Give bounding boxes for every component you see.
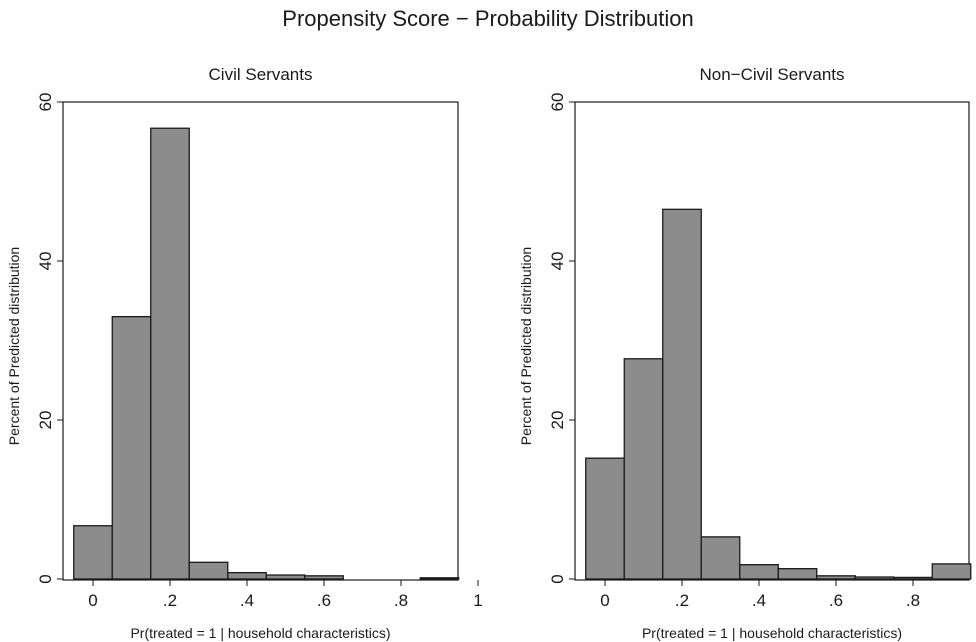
x-tick-label: .6 bbox=[317, 591, 331, 610]
x-tick-label: .2 bbox=[163, 591, 177, 610]
histogram-bar bbox=[188, 561, 229, 580]
y-tick-label: 0 bbox=[548, 574, 567, 583]
y-tick-label: 40 bbox=[548, 252, 567, 271]
y-tick-label: 60 bbox=[36, 93, 55, 112]
histogram-panel-civil-servants: Civil Servants 0 20 40 60 0 .2 .4 .6 .8 1 Pr(treate… bbox=[6, 65, 483, 641]
y-tick-label: 60 bbox=[548, 93, 567, 112]
y-tick-label: 20 bbox=[548, 411, 567, 430]
histogram-bar bbox=[777, 568, 818, 580]
plot-frame bbox=[574, 101, 970, 581]
histogram-panel-non-civil-servants: Non−Civil Servants02040600.2.4.6.81Pr(tr… bbox=[518, 65, 972, 641]
panel-title: Non−Civil Servants bbox=[699, 65, 844, 84]
y-axis-label: Percent of Predicted distribution bbox=[518, 247, 534, 445]
histogram-bar bbox=[150, 127, 190, 580]
x-tick-label: .4 bbox=[240, 591, 254, 610]
histogram-bar bbox=[265, 574, 306, 580]
x-tick-label: 1 bbox=[473, 591, 482, 610]
histogram-bar bbox=[893, 576, 933, 580]
histogram-bar bbox=[816, 575, 856, 580]
histogram-bar bbox=[623, 358, 664, 580]
y-tick-label: 40 bbox=[36, 252, 55, 271]
histogram-bar bbox=[854, 576, 895, 580]
x-tick-label: .6 bbox=[829, 591, 843, 610]
panel-title: Civil Servants bbox=[209, 65, 313, 84]
y-axis-label: Percent of Predicted distribution bbox=[6, 247, 22, 445]
x-tick-label: .4 bbox=[752, 591, 766, 610]
x-axis-label: Pr(treated = 1 | household characteristi… bbox=[130, 625, 390, 641]
histogram-bar bbox=[227, 571, 267, 580]
histogram-bar bbox=[931, 563, 972, 580]
histogram-bar bbox=[304, 575, 344, 580]
x-tick-label: .2 bbox=[675, 591, 689, 610]
histogram-bar bbox=[419, 577, 460, 580]
y-tick-label: 0 bbox=[36, 574, 55, 583]
histogram-bar bbox=[111, 315, 152, 580]
figure-title: Propensity Score − Probability Distribut… bbox=[282, 6, 694, 31]
histogram-bar bbox=[739, 564, 779, 580]
plot-frame bbox=[62, 101, 459, 581]
x-tick-label: .8 bbox=[906, 591, 920, 610]
histogram-bar bbox=[662, 208, 702, 580]
histogram-bar bbox=[700, 536, 741, 580]
x-tick-label: .8 bbox=[394, 591, 408, 610]
histogram-bar bbox=[585, 457, 625, 580]
y-tick-label: 20 bbox=[36, 411, 55, 430]
x-tick-label: 0 bbox=[88, 591, 97, 610]
x-tick-label: 0 bbox=[600, 591, 609, 610]
x-axis-label: Pr(treated = 1 | household characteristi… bbox=[642, 625, 902, 641]
histogram-bar bbox=[73, 525, 113, 580]
